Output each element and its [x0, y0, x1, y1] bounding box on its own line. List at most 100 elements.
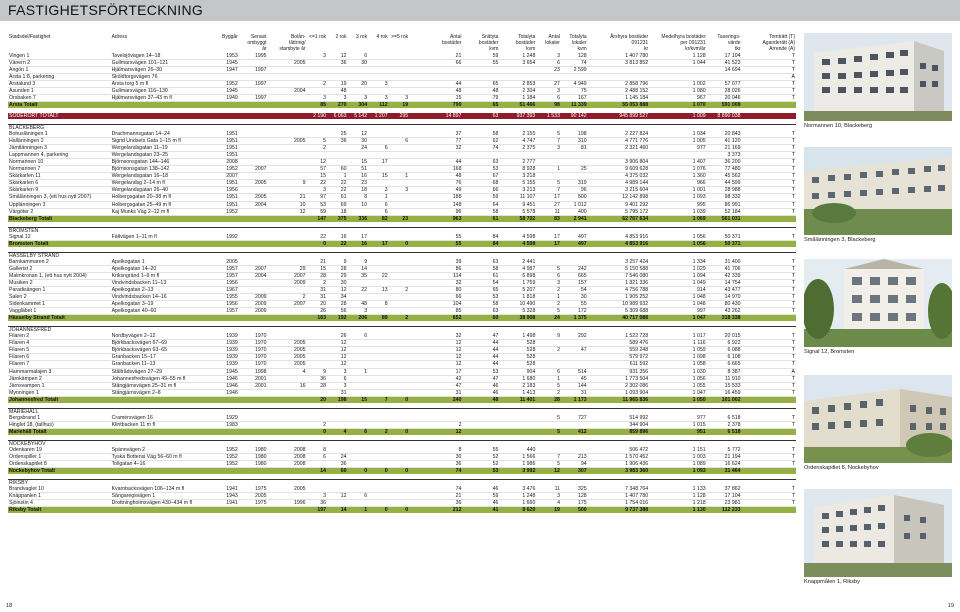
table-cell: 42 — [409, 375, 463, 383]
table-row: Brandvaglet 10 Kvarnbacksvägen 106–134 m … — [8, 486, 796, 494]
table-cell: 5 — [536, 131, 561, 139]
table-cell — [238, 414, 268, 422]
table-cell: 61 — [462, 215, 500, 222]
table-cell: T — [741, 258, 796, 266]
table-cell — [706, 73, 742, 81]
table-cell: 1996 — [267, 499, 307, 508]
table-cell: 6 — [536, 94, 561, 102]
table-cell: 931 356 — [587, 368, 650, 376]
table-cell — [368, 73, 389, 81]
table-cell: T — [741, 486, 796, 494]
table-cell: Tollgatan 4–16 — [110, 460, 209, 469]
table-cell: T — [741, 499, 796, 508]
table-cell: 951 — [649, 428, 707, 435]
table-cell: 31 — [306, 286, 328, 295]
table-cell: 44 — [409, 80, 463, 88]
table-cell: 997 — [649, 307, 707, 316]
table-cell: 1 — [347, 506, 369, 514]
table-cell: 6 — [347, 52, 369, 60]
table-cell — [388, 414, 410, 422]
table-cell: Wergelandsg 2–14 m fl — [110, 179, 209, 188]
table-cell: Sidenkammet 1 — [8, 300, 111, 309]
table-cell — [536, 258, 561, 266]
table-cell — [238, 73, 268, 81]
table-cell: Värgöter 2 — [8, 208, 111, 216]
table-cell: 0 — [347, 467, 369, 475]
table-cell — [267, 389, 307, 397]
table-cell: 1 498 — [499, 333, 537, 341]
table-cell: 3 813 852 — [587, 59, 650, 67]
table-cell: Smålänningen 3, (ett hus nytt 2007) — [8, 193, 111, 202]
table-cell: 2005 — [238, 492, 268, 501]
table-cell: 12 — [327, 52, 348, 60]
subtotal-row: Riksby Totalt 197 14 1 0 0 212 41 8 620 19 500 9 73… — [8, 506, 796, 514]
table-cell: 96 — [560, 186, 588, 195]
table-cell: 1946 — [208, 382, 239, 390]
table-cell — [388, 193, 410, 202]
table-cell: 15 — [347, 396, 369, 403]
table-cell: 1 754 016 — [587, 499, 650, 508]
table-cell: 0 — [388, 467, 410, 475]
table-cell — [347, 279, 369, 288]
table-cell: T — [741, 265, 796, 273]
table-cell — [462, 73, 500, 81]
table-cell: Vaggläbet 1 — [8, 307, 111, 316]
table-cell: 4 747 — [499, 137, 537, 146]
column-header: Arrende (A) — [769, 46, 795, 53]
table-cell: 1951 — [208, 179, 239, 188]
table-cell: 6 — [368, 144, 389, 153]
table-cell: 12 — [409, 428, 463, 435]
table-cell: 66 — [462, 186, 500, 195]
table-cell: Årsta Totalt — [8, 101, 111, 108]
table-row: Vaggläbet 1 Apelkogatan 40–60 1957 2009 26 56… — [8, 307, 796, 316]
table-cell: T — [741, 414, 796, 422]
table-cell: 1 012 — [560, 201, 588, 209]
table-cell: 66 — [409, 293, 463, 302]
table-cell: 6 898 — [499, 272, 537, 280]
table-cell: 15 — [409, 94, 463, 102]
column-header: Totalyta — [518, 34, 536, 40]
table-cell: 945 899 527 — [587, 112, 650, 119]
table-cell: 2 — [306, 80, 328, 88]
table-cell: Upplänningen 3 — [8, 201, 111, 209]
table-cell: 51 — [347, 165, 369, 174]
table-cell: 112 233 — [706, 506, 742, 514]
table-cell: 3 215 604 — [587, 186, 650, 195]
table-cell: 7 — [368, 396, 389, 403]
table-cell: 12 — [267, 208, 307, 216]
table-cell: 1 089 — [649, 460, 707, 469]
table-cell: T — [741, 66, 796, 74]
table-cell: 44 — [462, 353, 500, 362]
table-row: Järnkämpen 2 Johannesfredsvägen 49–55 m f… — [8, 375, 796, 383]
table-cell — [327, 158, 348, 167]
table-cell: A — [741, 73, 796, 81]
table-cell — [238, 286, 268, 295]
table-cell: 77 480 — [706, 165, 742, 174]
table-cell — [238, 144, 268, 153]
table-cell — [347, 208, 369, 216]
table-cell — [306, 87, 328, 95]
table-cell: 2 858 796 — [587, 80, 650, 88]
table-cell: 304 — [347, 101, 369, 108]
table-cell: 42 339 — [706, 272, 742, 280]
table-cell: Årsta 1:8, parkering — [8, 73, 111, 81]
table-row: Gallerist 2 Apelkogatan 14–20 1957 2007 29 15… — [8, 265, 796, 273]
table-cell: 23 — [347, 179, 369, 188]
table-cell: Knäppanlen 1 — [8, 492, 111, 501]
table-cell: 3 — [536, 492, 561, 501]
table-cell — [388, 339, 410, 348]
table-cell: Musiken 2 — [8, 279, 111, 288]
table-cell: 6 922 — [706, 339, 742, 348]
table-cell — [499, 151, 537, 160]
table-cell — [741, 506, 796, 514]
table-cell — [462, 66, 500, 74]
table-cell: 1 151 — [649, 447, 707, 455]
table-cell: Klintbacken 11 m fl — [110, 421, 209, 429]
table-cell: 36 — [409, 499, 463, 508]
table-cell — [347, 414, 369, 422]
table-cell: 1970 — [238, 333, 268, 341]
table-cell: 1995 — [238, 52, 268, 60]
table-cell: 20 015 — [706, 333, 742, 341]
table-cell: 96 — [409, 208, 463, 216]
table-cell: 1 — [347, 368, 369, 376]
